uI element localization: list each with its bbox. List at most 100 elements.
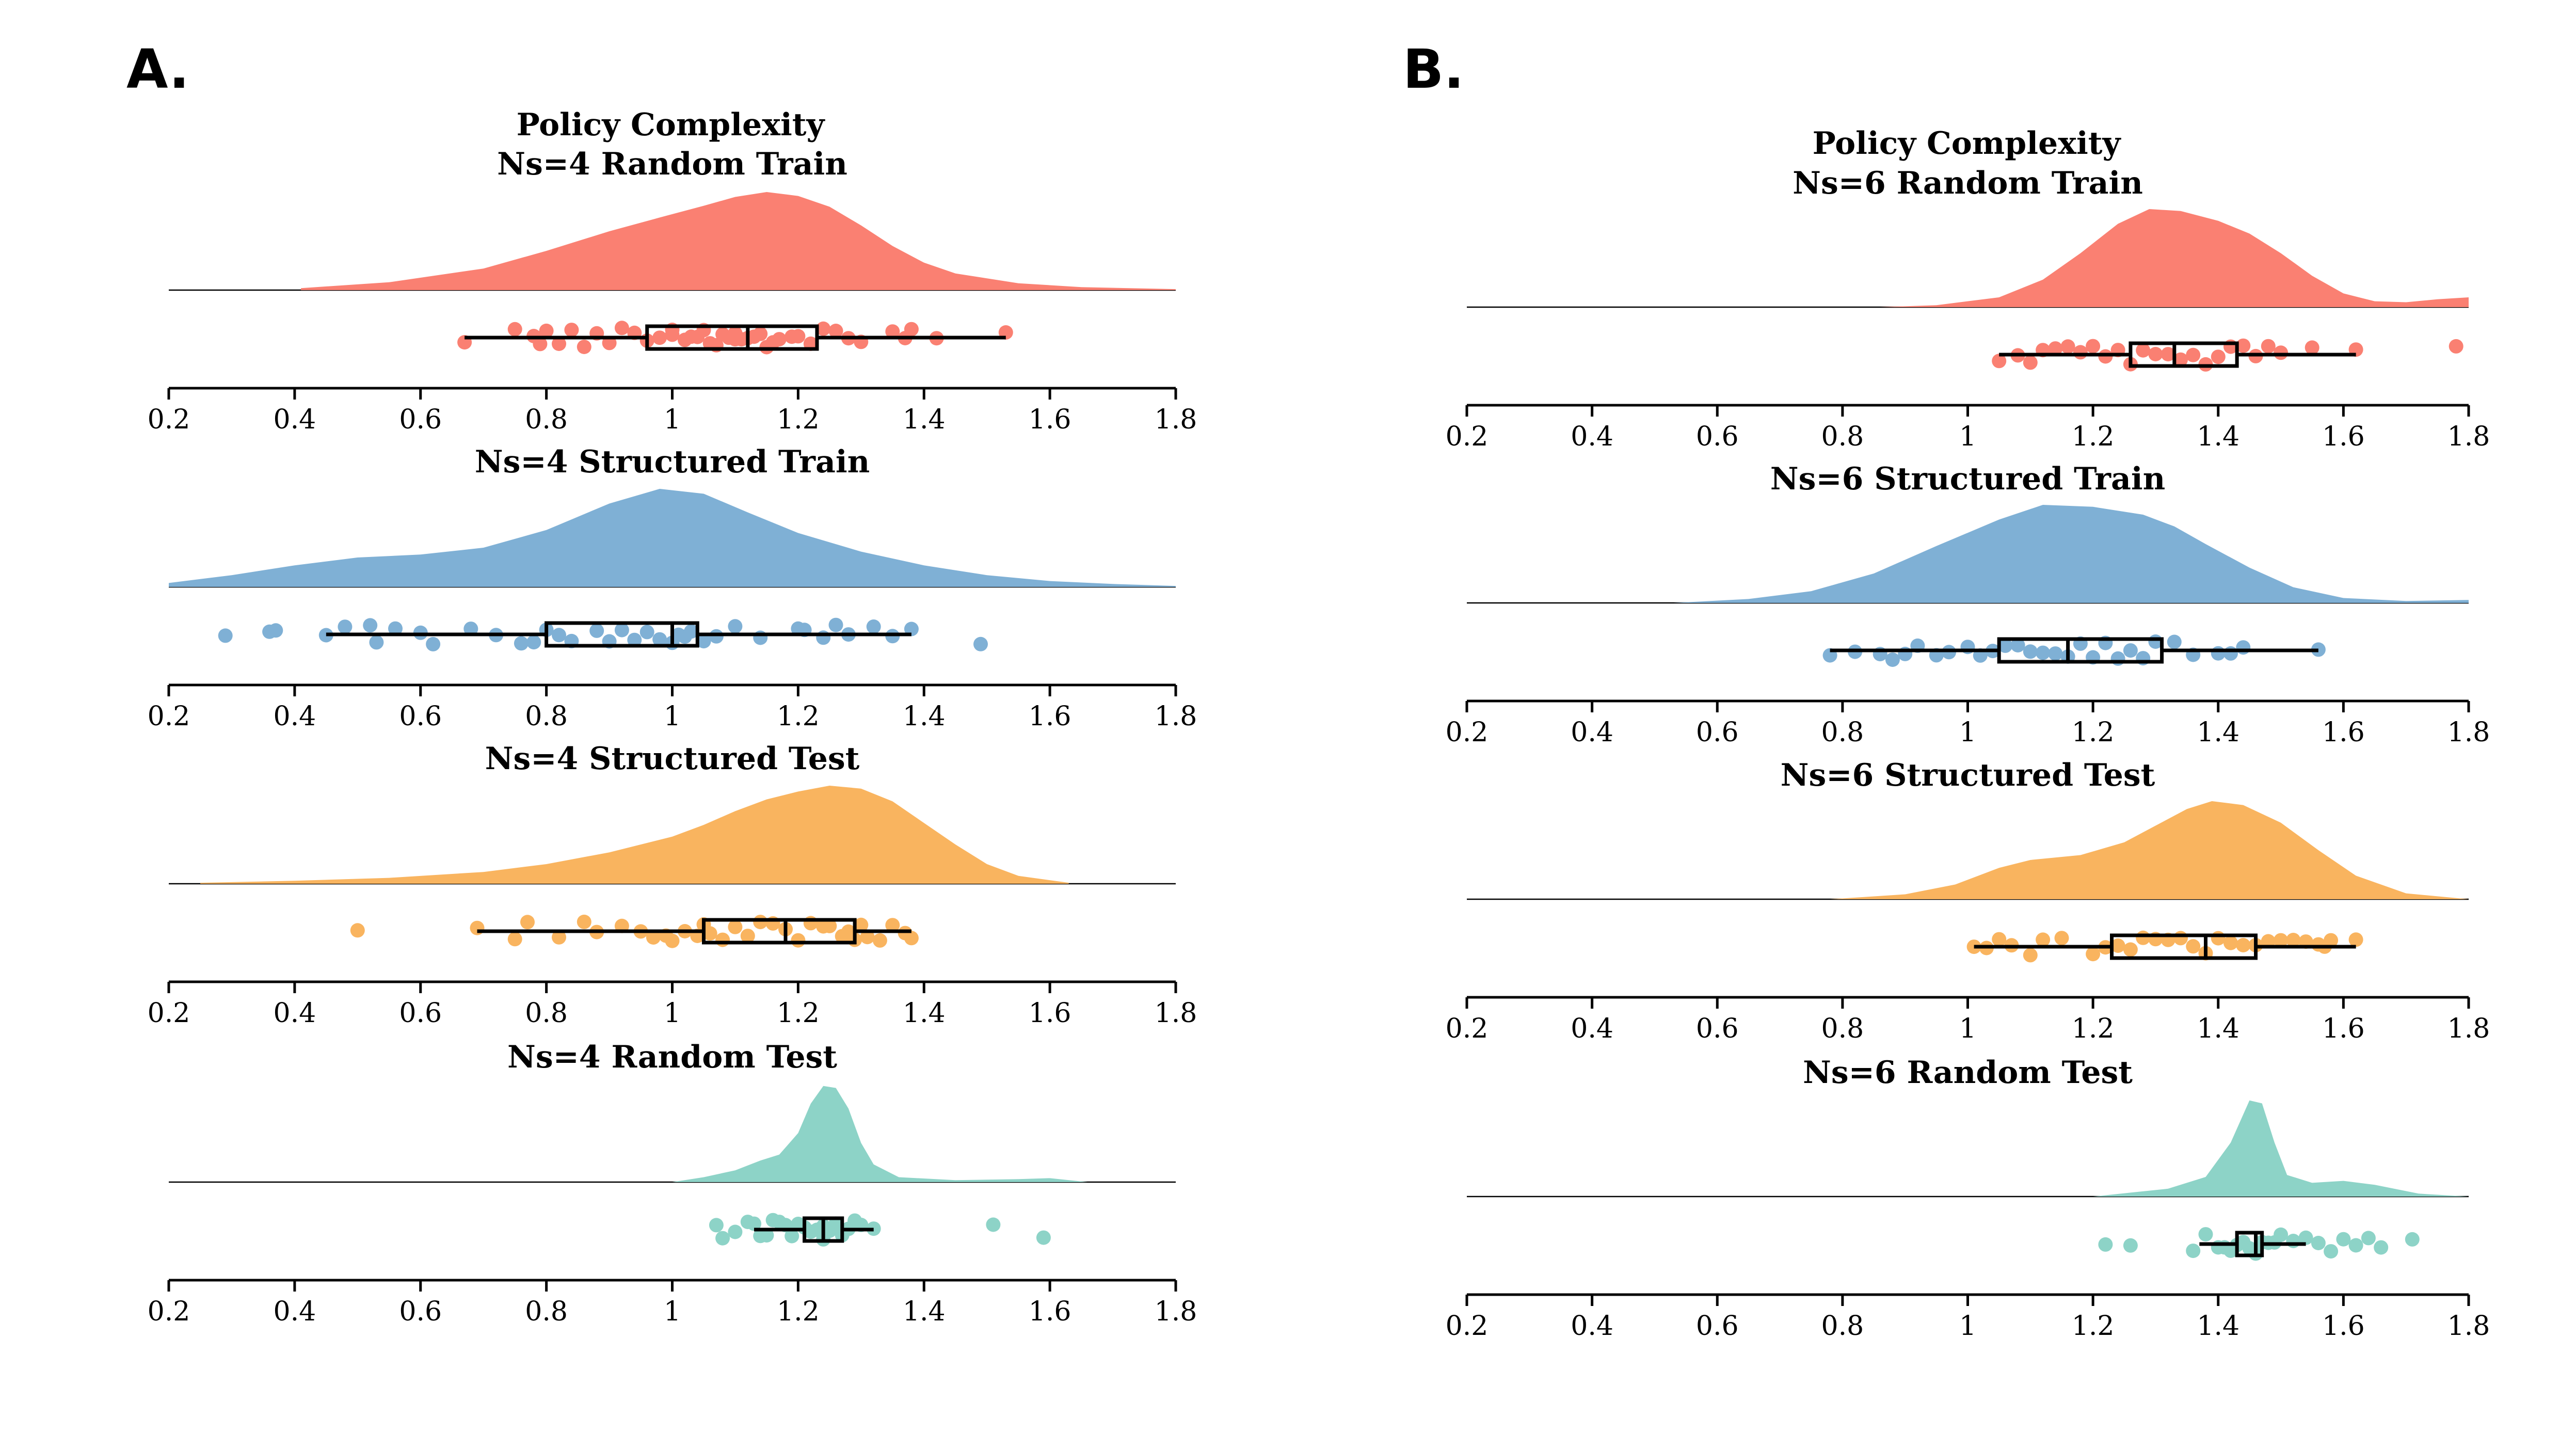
box-iqr (645, 324, 819, 351)
density-cloud (2093, 1100, 2469, 1197)
panel-label-a: A. (126, 38, 189, 101)
x-tick-label: 0.2 (1446, 1311, 1489, 1342)
x-tick-label: 0.8 (1821, 421, 1864, 452)
data-point (2036, 645, 2051, 660)
data-point (753, 326, 768, 341)
x-tick-label: 0.6 (1696, 1013, 1739, 1044)
data-point (885, 324, 900, 339)
x-tick-label: 1.6 (1029, 998, 1071, 1029)
density-cloud (672, 1086, 1088, 1182)
data-point (2073, 345, 2088, 360)
data-point (2236, 338, 2251, 353)
x-tick-label: 1.8 (2447, 421, 2490, 452)
subplot-title: Ns=6 Random Train (1793, 165, 2143, 201)
data-point (2186, 1244, 2201, 1258)
x-tick-label: 1 (1959, 1013, 1976, 1044)
x-tick-label: 0.8 (1821, 1013, 1864, 1044)
data-point (2136, 930, 2151, 945)
subplot-8: Ns=6 Random Test 0.2 0.4 0.6 0.8 1 1.2 1.4 1.6 1.… (1446, 1055, 2490, 1342)
data-point (2054, 931, 2069, 946)
box-iqr (2129, 341, 2239, 368)
data-point (614, 321, 629, 336)
x-tick-label: 0.6 (399, 998, 442, 1029)
x-tick-label: 1.2 (777, 1296, 820, 1327)
data-point (828, 617, 843, 632)
data-point (2060, 339, 2075, 354)
x-tick-label: 0.4 (1571, 421, 1613, 452)
x-tick-label: 1.8 (2447, 1013, 2490, 1044)
box-iqr (701, 918, 857, 945)
x-tick-label: 1.8 (1155, 404, 1197, 435)
data-point (2286, 933, 2301, 947)
box-iqr (1997, 637, 2164, 664)
data-point (2110, 938, 2125, 953)
data-point (552, 930, 566, 945)
data-point (646, 930, 661, 945)
x-tick-label: 1.4 (2197, 1013, 2239, 1044)
subplot-5: Ns=6 Random Train 0.2 0.4 0.6 0.8 1 1.2 1.4 1.6 1… (1446, 165, 2490, 452)
data-point (2311, 1236, 2326, 1250)
data-point (986, 1217, 1001, 1232)
data-point (904, 322, 919, 337)
subplot-title: Ns=6 Structured Test (1781, 757, 2155, 793)
data-point (772, 332, 787, 347)
data-point (2173, 931, 2188, 946)
box-iqr (2110, 933, 2258, 960)
x-tick-label: 1.2 (2072, 1013, 2115, 1044)
x-tick-label: 1 (1959, 421, 1976, 452)
data-point (2449, 339, 2463, 354)
data-point (520, 915, 535, 930)
data-point (514, 636, 529, 651)
panel-header-b: Policy Complexity (1813, 125, 2122, 162)
data-point (2023, 355, 2038, 370)
x-tick-label: 1.4 (903, 701, 946, 732)
x-tick-label: 0.8 (525, 998, 568, 1029)
x-tick-label: 1.6 (2322, 421, 2365, 452)
data-point (2305, 340, 2319, 355)
data-point (904, 931, 919, 946)
data-point (2186, 347, 2201, 362)
data-point (709, 629, 724, 644)
data-point (2048, 341, 2063, 356)
x-tick-label: 0.6 (399, 1296, 442, 1327)
density-cloud (200, 786, 1069, 884)
data-point (2036, 932, 2051, 947)
density-cloud (1673, 505, 2469, 603)
data-point (702, 926, 717, 941)
subplot-title: Ns=6 Random Test (1803, 1055, 2133, 1091)
data-point (577, 340, 591, 354)
x-tick-label: 1.8 (2447, 717, 2490, 748)
data-point (2167, 634, 2182, 649)
x-tick-label: 1 (1959, 1311, 1976, 1342)
data-point (2348, 1238, 2363, 1253)
data-point (2405, 1232, 2420, 1247)
density-cloud (169, 489, 1176, 587)
density-cloud (1880, 209, 2469, 307)
x-tick-label: 0.2 (148, 404, 190, 435)
data-point (684, 624, 699, 639)
x-tick-label: 0.2 (1446, 717, 1489, 748)
data-point (2236, 640, 2251, 655)
subplot-4: Ns=4 Random Test 0.2 0.4 0.6 0.8 1 1.2 1.4 1.6 1.… (148, 1039, 1197, 1327)
x-tick-label: 0.4 (274, 701, 316, 732)
x-tick-label: 0.8 (525, 1296, 568, 1327)
x-tick-label: 0.4 (274, 1296, 316, 1327)
data-point (2274, 933, 2289, 948)
data-point (709, 1218, 724, 1233)
x-tick-label: 0.8 (1821, 1311, 1864, 1342)
subplot-7: Ns=6 Structured Test 0.2 0.4 0.6 0.8 1 1.2 1.4 1… (1446, 757, 2490, 1044)
x-tick-label: 1.6 (2322, 717, 2365, 748)
data-point (2374, 1240, 2389, 1255)
subplot-title: Ns=4 Random Test (507, 1039, 837, 1075)
data-point (507, 932, 522, 947)
data-point (1966, 939, 1981, 954)
data-point (526, 635, 541, 650)
x-tick-label: 1.6 (1029, 404, 1071, 435)
data-point (2324, 933, 2339, 948)
box-iqr (2235, 1231, 2264, 1257)
data-point (268, 623, 283, 638)
data-point (2211, 646, 2226, 661)
x-tick-label: 1.4 (2197, 717, 2239, 748)
subplot-2: Ns=4 Structured Train 0.2 0.4 0.6 0.8 1 1.2 1.4… (148, 444, 1197, 732)
